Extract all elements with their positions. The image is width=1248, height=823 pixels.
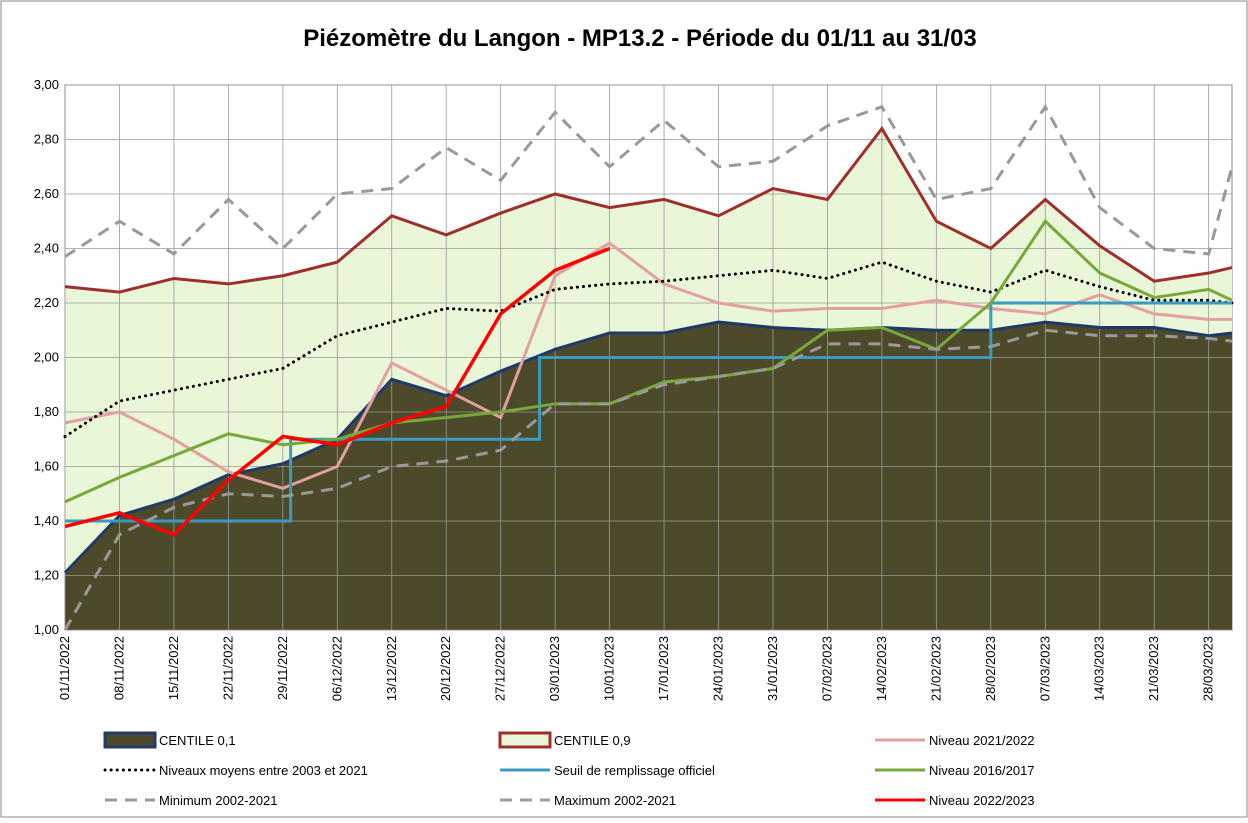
area: [65, 322, 1232, 630]
series-line: [64, 241, 1232, 490]
x-tick-label: 27/12/2022: [493, 636, 508, 701]
y-tick-label: 2,80: [34, 132, 59, 147]
series-line: [63, 320, 1233, 574]
y-tick-label: 1,20: [34, 568, 59, 583]
x-tick-label: 20/12/2022: [438, 636, 453, 701]
series-line: [63, 260, 1234, 439]
x-tick-label: 31/01/2023: [765, 636, 780, 701]
x-tick-label: 08/11/2022: [111, 636, 126, 700]
x-tick-label: 10/01/2023: [602, 636, 617, 701]
series-line: [64, 125, 1233, 294]
series-line: [64, 103, 1234, 258]
legend-label: Seuil de remplissage officiel: [554, 763, 715, 778]
x-tick-label: 14/02/2023: [874, 636, 889, 701]
legend-swatch: [498, 731, 552, 749]
x-tick-label: 21/02/2023: [928, 636, 943, 701]
y-tick-label: 2,20: [34, 295, 59, 310]
series-line: [63, 328, 1233, 631]
x-tick-label: 17/01/2023: [656, 636, 671, 701]
x-tick-label: 01/11/2022: [57, 636, 72, 700]
series-line: [64, 246, 611, 537]
series-line: [64, 218, 1233, 504]
y-tick-label: 2,40: [34, 241, 59, 256]
legend-label: CENTILE 0,9: [554, 733, 631, 748]
x-tick-label: 21/03/2023: [1146, 636, 1161, 701]
series-line: [65, 301, 1232, 523]
legend-label: Niveau 2022/2023: [929, 793, 1035, 808]
y-tick-label: 1,00: [34, 622, 59, 637]
legend-swatch: [103, 731, 157, 749]
legend-label: Maximum 2002-2021: [554, 793, 676, 808]
x-tick-label: 07/03/2023: [1037, 636, 1052, 701]
x-tick-label: 07/02/2023: [819, 636, 834, 701]
y-tick-label: 2,00: [34, 350, 59, 365]
x-tick-label: 03/01/2023: [547, 636, 562, 701]
x-tick-label: 28/03/2023: [1201, 636, 1216, 701]
x-tick-label: 24/01/2023: [711, 636, 726, 701]
y-tick-label: 1,60: [34, 459, 59, 474]
legend-label: CENTILE 0,1: [159, 733, 236, 748]
y-tick-label: 2,60: [34, 186, 59, 201]
legend-label: Minimum 2002-2021: [159, 793, 278, 808]
y-tick-label: 3,00: [34, 77, 59, 92]
x-tick-label: 22/11/2022: [220, 636, 235, 700]
x-tick-label: 15/11/2022: [166, 636, 181, 700]
legend-label: Niveau 2021/2022: [929, 733, 1035, 748]
legend-label: Niveaux moyens entre 2003 et 2021: [159, 763, 368, 778]
legend-label: Niveau 2016/2017: [929, 763, 1035, 778]
x-tick-label: 28/02/2023: [983, 636, 998, 701]
y-tick-label: 1,40: [34, 513, 59, 528]
x-tick-label: 14/03/2023: [1092, 636, 1107, 701]
x-tick-label: 29/11/2022: [275, 636, 290, 700]
chart-title: Piézomètre du Langon - MP13.2 - Période …: [303, 25, 977, 52]
x-tick-label: 13/12/2022: [384, 636, 399, 701]
y-tick-label: 1,80: [34, 404, 59, 419]
x-tick-label: 06/12/2022: [329, 636, 344, 701]
